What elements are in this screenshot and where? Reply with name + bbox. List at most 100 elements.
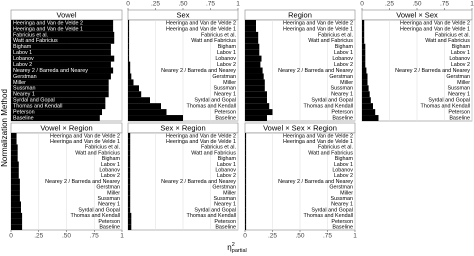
bar bbox=[11, 195, 20, 202]
bar bbox=[128, 212, 132, 219]
category-label: Lobanov bbox=[332, 168, 353, 174]
bar bbox=[11, 91, 109, 98]
category-label: Thomas and Kendall bbox=[304, 104, 353, 110]
bar bbox=[128, 133, 131, 139]
bar bbox=[128, 20, 130, 26]
bar bbox=[128, 79, 134, 86]
category-label: Gerstman bbox=[329, 74, 353, 80]
category-label: Peterson bbox=[98, 219, 120, 225]
category-label: Labov 1 bbox=[101, 162, 120, 168]
category-label: Peterson bbox=[13, 110, 35, 116]
bar bbox=[11, 115, 100, 121]
x-axis-title: η2 partial bbox=[227, 242, 247, 254]
category-label: Nearey 2 / Barreda and Nearey bbox=[161, 68, 236, 74]
category-label: Thomas and Kendall bbox=[13, 104, 62, 110]
bar bbox=[245, 79, 265, 86]
category-label: Labov 2 bbox=[217, 173, 236, 179]
category-label: Fabricius et al. bbox=[318, 145, 353, 151]
bar bbox=[128, 103, 161, 110]
category-label: Nearey 1 bbox=[214, 202, 236, 208]
category-label: Nearey 1 bbox=[98, 202, 120, 208]
category-label: Watt and Fabricius bbox=[75, 150, 120, 156]
bar bbox=[362, 25, 365, 32]
bar bbox=[128, 155, 131, 162]
category-label: Baseline bbox=[99, 225, 120, 231]
bar bbox=[128, 218, 132, 225]
bar bbox=[128, 207, 131, 213]
bar bbox=[128, 49, 130, 56]
bar bbox=[362, 97, 371, 104]
category-label: Gerstman bbox=[212, 74, 236, 80]
bar bbox=[128, 97, 150, 104]
category-label: Watt and Fabricius bbox=[13, 38, 58, 44]
category-label: Labov 1 bbox=[217, 50, 236, 56]
category-label: Watt and Fabricius bbox=[191, 38, 236, 44]
bar bbox=[11, 190, 20, 196]
category-label: Sussman bbox=[98, 196, 120, 202]
category-label: Heeringa and Van de Velde 2 bbox=[283, 20, 353, 26]
x-tick-label: 1 bbox=[236, 1, 240, 8]
bar bbox=[245, 224, 247, 230]
bar bbox=[11, 207, 21, 213]
bar bbox=[11, 138, 17, 145]
category-label: Thomas and Kendall bbox=[187, 104, 236, 110]
category-label: Lobanov bbox=[99, 168, 120, 174]
bar bbox=[362, 31, 365, 38]
category-label: Nearey 2 / Barreda and Nearey bbox=[278, 179, 353, 185]
bar bbox=[11, 218, 23, 225]
bar bbox=[128, 37, 130, 44]
category-label: Bigham bbox=[218, 156, 237, 162]
category-label: Heeringa and Van de Velde 2 bbox=[50, 133, 120, 139]
category-label: Syrdal and Gopal bbox=[428, 98, 470, 104]
category-label: Peterson bbox=[214, 110, 236, 116]
bar bbox=[245, 207, 247, 213]
x-axis-sup: 2 bbox=[232, 242, 235, 248]
panel-title: Vowel × Sex × Region bbox=[263, 123, 337, 132]
category-label: Sussman bbox=[448, 86, 470, 92]
x-tick-label: .75 bbox=[323, 233, 332, 240]
category-label: Watt and Fabricius bbox=[308, 150, 353, 156]
category-label: Heeringa and Van de Velde 1 bbox=[166, 26, 236, 32]
category-label: Nearey 2 / Barreda and Nearey bbox=[45, 179, 120, 185]
bar bbox=[245, 195, 247, 202]
bar bbox=[245, 61, 261, 68]
bar bbox=[11, 103, 106, 110]
bar bbox=[11, 85, 109, 92]
category-label: Lobanov bbox=[13, 56, 34, 62]
x-axis-sub: partial bbox=[232, 248, 247, 254]
category-label: Watt and Fabricius bbox=[425, 38, 470, 44]
bar bbox=[11, 49, 111, 56]
category-label: Bigham bbox=[218, 44, 237, 50]
category-label: Fabricius et al. bbox=[13, 32, 48, 38]
category-label: Thomas and Kendall bbox=[187, 213, 236, 219]
category-label: Syrdal and Gopal bbox=[194, 207, 236, 213]
category-label: Baseline bbox=[215, 225, 236, 231]
bar bbox=[245, 103, 270, 110]
bar bbox=[128, 172, 131, 179]
category-label: Nearey 2 / Barreda and Nearey bbox=[161, 179, 236, 185]
bar bbox=[245, 109, 273, 116]
bar bbox=[245, 49, 260, 56]
bar bbox=[362, 109, 376, 116]
bar bbox=[128, 109, 167, 116]
bar bbox=[128, 61, 131, 68]
bar bbox=[245, 178, 247, 185]
category-label: Heeringa and Van de Velde 1 bbox=[283, 26, 353, 32]
bar bbox=[362, 49, 366, 56]
bar bbox=[11, 155, 18, 162]
x-tick-label: 1 bbox=[353, 233, 357, 240]
x-tick-label: 0 bbox=[9, 233, 13, 240]
category-label: Miller bbox=[340, 80, 353, 86]
category-label: Miller bbox=[223, 190, 236, 196]
bar bbox=[128, 31, 130, 38]
bar bbox=[11, 55, 115, 62]
bar bbox=[11, 31, 115, 38]
bar bbox=[11, 73, 111, 80]
category-label: Heeringa and Van de Velde 1 bbox=[400, 26, 470, 32]
bar bbox=[128, 73, 132, 80]
category-label: Nearey 1 bbox=[214, 92, 236, 98]
bar bbox=[245, 218, 247, 225]
category-label: Nearey 2 / Barreda and Nearey bbox=[278, 68, 353, 74]
bar bbox=[128, 55, 130, 62]
